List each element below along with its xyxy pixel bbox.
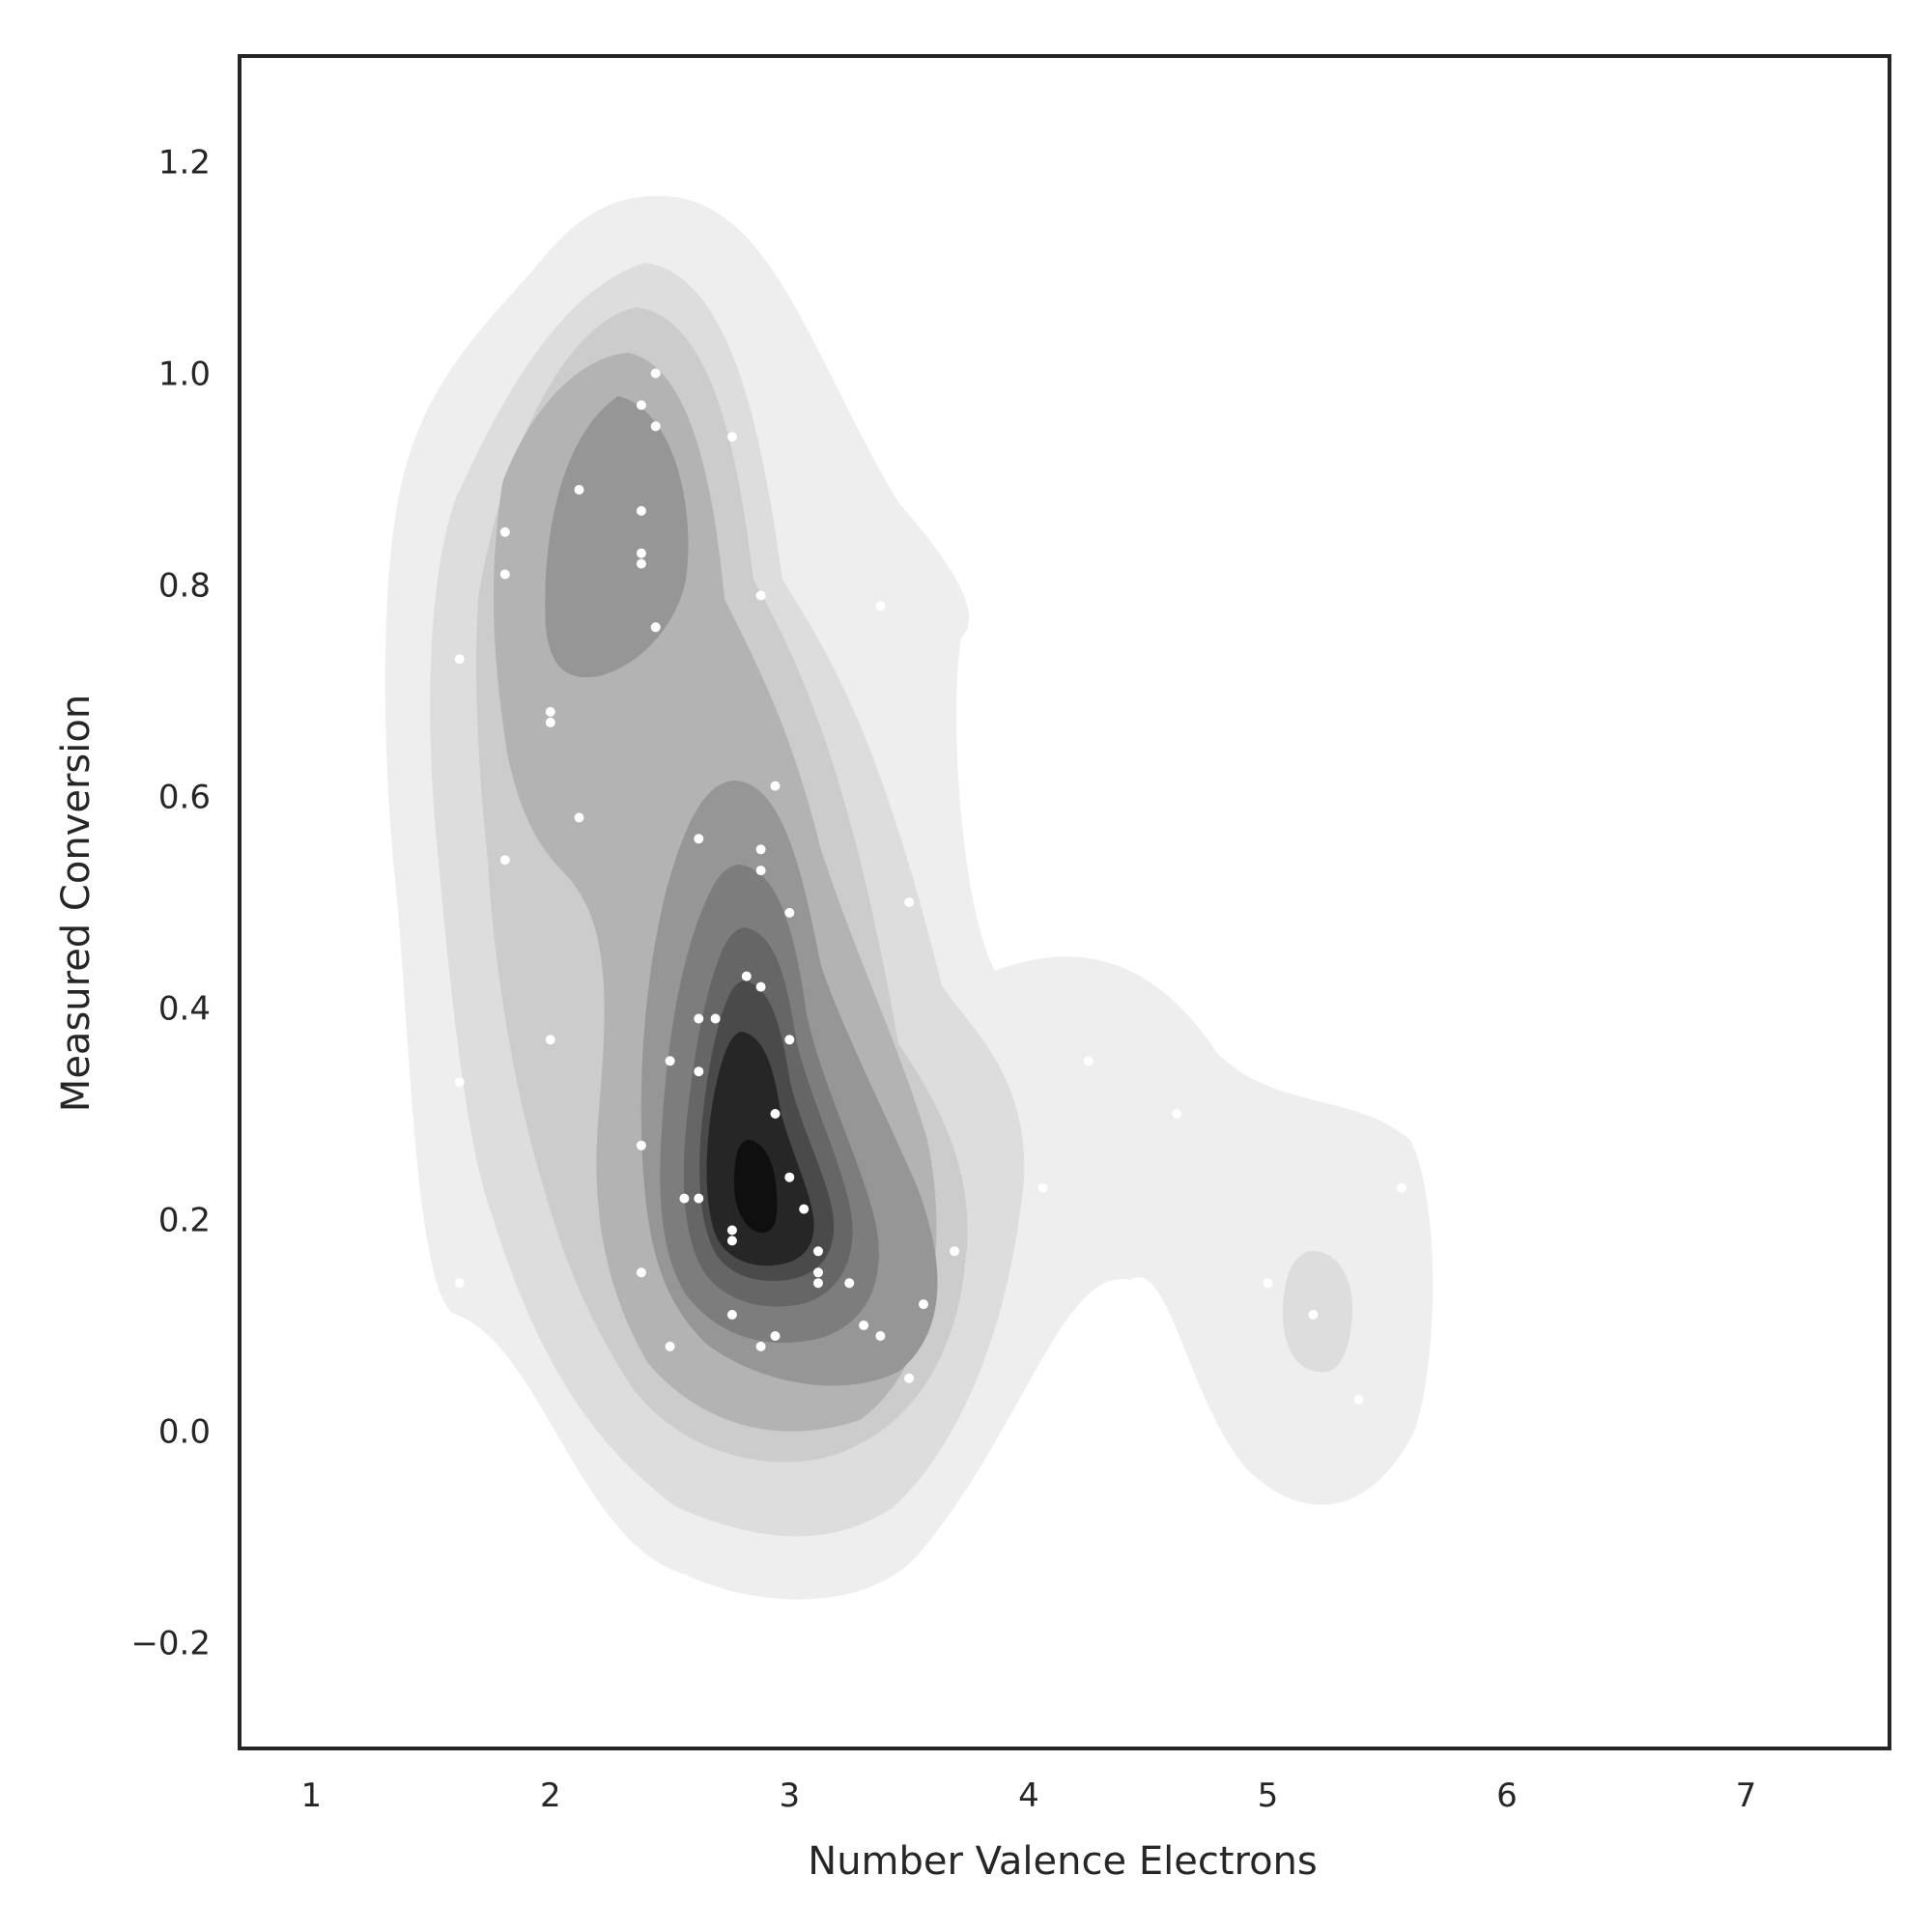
data-point-45 [726, 1236, 737, 1246]
data-point-55 [726, 1310, 737, 1320]
data-point-16 [545, 717, 555, 727]
data-point-29 [545, 1035, 555, 1045]
data-point-4 [726, 432, 737, 442]
data-point-30 [784, 1035, 795, 1045]
data-point-10 [499, 569, 510, 580]
data-point-26 [755, 981, 766, 992]
data-point-18 [574, 812, 584, 823]
data-point-37 [636, 1140, 646, 1151]
data-point-44 [726, 1225, 737, 1236]
data-point-59 [770, 1331, 781, 1341]
data-point-14 [454, 654, 465, 665]
data-point-43 [799, 1204, 810, 1214]
plot-frame [238, 54, 1891, 1750]
data-point-22 [755, 866, 766, 876]
data-point-47 [950, 1246, 960, 1257]
y-tick-label: 0.0 [158, 1413, 211, 1452]
data-point-21 [499, 855, 510, 866]
data-point-53 [1263, 1278, 1273, 1289]
data-point-35 [770, 1109, 781, 1119]
data-point-15 [545, 706, 555, 717]
data-point-60 [665, 1341, 675, 1351]
data-point-11 [755, 590, 766, 601]
y-tick-label: 0.4 [158, 990, 211, 1029]
data-point-46 [813, 1246, 823, 1257]
data-point-28 [710, 1013, 721, 1024]
x-tick-label: 1 [300, 1776, 322, 1815]
data-point-48 [636, 1267, 646, 1278]
data-point-51 [844, 1278, 855, 1289]
data-point-34 [454, 1077, 465, 1088]
data-point-63 [1353, 1394, 1364, 1405]
y-tick-label: 0.8 [158, 567, 211, 606]
data-point-33 [694, 1066, 704, 1077]
data-point-5 [574, 485, 584, 495]
data-point-9 [636, 558, 646, 569]
data-point-27 [694, 1013, 704, 1024]
data-point-17 [770, 781, 781, 791]
y-tick-label: 0.6 [158, 779, 211, 817]
data-point-57 [859, 1321, 869, 1330]
data-point-42 [694, 1193, 704, 1204]
y-tick-label: 0.2 [158, 1202, 211, 1240]
data-point-41 [679, 1193, 690, 1204]
data-point-56 [1308, 1310, 1319, 1320]
x-tick-label: 5 [1258, 1776, 1279, 1815]
x-axis-title: Number Valence Electrons [808, 1839, 1317, 1884]
data-point-12 [875, 601, 886, 611]
data-point-25 [741, 971, 752, 981]
plot-area [384, 195, 1434, 1600]
data-point-62 [904, 1373, 915, 1383]
x-tick-label: 2 [540, 1776, 561, 1815]
x-tick-label: 6 [1496, 1776, 1518, 1815]
data-point-13 [650, 622, 661, 633]
data-point-58 [875, 1331, 886, 1341]
data-point-24 [784, 907, 795, 918]
data-point-31 [665, 1056, 675, 1066]
data-point-38 [784, 1172, 795, 1182]
y-tick-label: 1.2 [158, 144, 211, 183]
data-point-40 [1397, 1182, 1406, 1193]
data-point-7 [499, 526, 510, 537]
x-axis-ticks: 1 2 3 4 5 6 7 [300, 1776, 1756, 1815]
data-point-32 [1083, 1056, 1094, 1066]
y-axis-ticks: −0.2 0.0 0.2 0.4 0.6 0.8 1.0 1.2 [130, 144, 211, 1663]
x-tick-label: 3 [779, 1776, 800, 1815]
x-tick-label: 4 [1018, 1776, 1039, 1815]
data-points [454, 368, 1406, 1405]
data-point-1 [650, 368, 661, 379]
data-point-3 [650, 421, 661, 432]
data-point-36 [1172, 1109, 1182, 1119]
data-point-50 [813, 1278, 823, 1289]
data-point-39 [1037, 1182, 1048, 1193]
data-point-52 [454, 1278, 465, 1289]
data-point-61 [755, 1341, 766, 1351]
y-axis-title: Measured Conversion [54, 695, 99, 1112]
y-tick-label: 1.0 [158, 355, 211, 394]
data-point-2 [636, 400, 646, 411]
data-point-6 [636, 505, 646, 516]
data-point-8 [636, 548, 646, 558]
data-point-20 [755, 844, 766, 855]
data-point-23 [904, 897, 915, 907]
data-point-49 [813, 1267, 823, 1278]
data-point-54 [919, 1299, 928, 1310]
data-point-19 [694, 834, 704, 844]
density-level-10 [733, 1140, 778, 1234]
y-tick-label: −0.2 [130, 1625, 211, 1663]
density-level-2b [1283, 1251, 1353, 1373]
density-level-5 [545, 396, 689, 678]
x-tick-label: 7 [1736, 1776, 1757, 1815]
